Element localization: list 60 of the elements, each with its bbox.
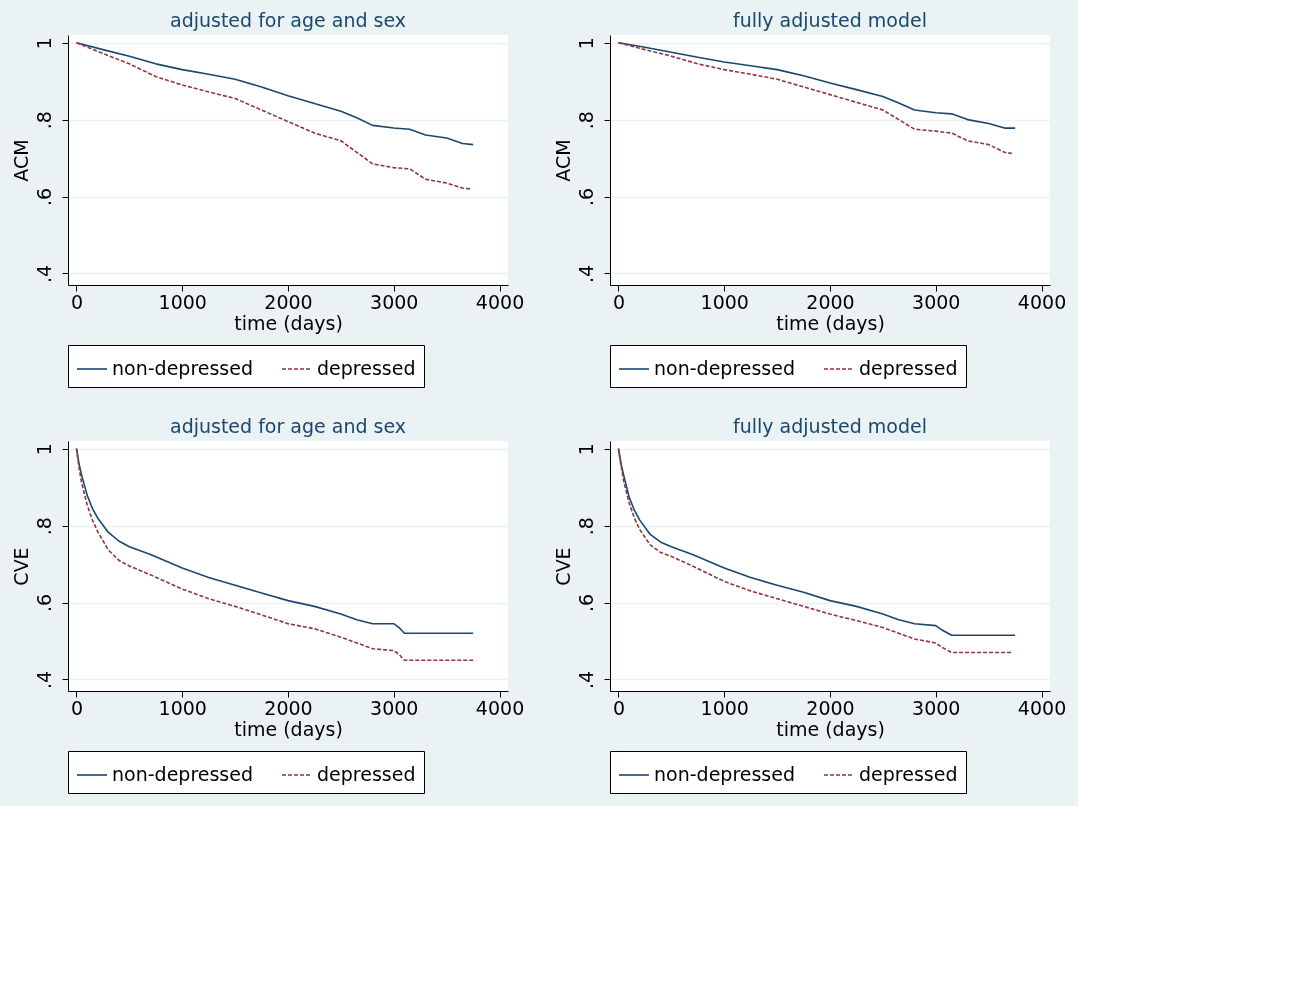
chart-title: fully adjusted model [733,415,927,437]
y-tick-label: .8 [574,111,597,130]
y-axis-title: CVE [9,547,32,586]
legend-label: depressed [859,357,958,379]
legend-label: depressed [317,357,416,379]
chart-title: adjusted for age and sex [169,415,407,437]
x-axis-title: time (days) [776,717,885,740]
x-tick-label: 3000 [370,696,419,719]
y-tick-label: .8 [574,517,597,536]
y-tick-label: .4 [32,264,55,284]
y-tick-label: 1 [574,443,597,456]
x-tick-label: 1000 [158,696,207,719]
y-tick-label: .6 [32,187,55,207]
line-series [75,41,471,190]
x-tick-label: 2000 [264,290,313,313]
y-axis-title: ACM [9,139,32,182]
x-tick-label: 3000 [912,290,961,313]
x-axis-title: time (days) [776,311,885,334]
line-series [617,41,1013,155]
chart-title: fully adjusted model [733,9,927,31]
y-axis-title: CVE [551,547,574,586]
x-tick-label: 0 [70,696,84,719]
y-tick-label: .4 [574,670,597,690]
legend-label: non-depressed [654,357,796,379]
legend-label: depressed [317,763,416,785]
y-tick-label: 1 [32,443,55,456]
line-series [75,41,474,146]
x-tick-label: 2000 [806,290,855,313]
x-tick-label: 4000 [475,290,525,313]
x-tick-label: 3000 [912,696,961,719]
x-tick-label: 0 [612,696,626,719]
x-tick-label: 4000 [1017,696,1067,719]
x-axis-title: time (days) [234,311,343,334]
y-tick-label: .8 [32,517,55,536]
x-tick-label: 0 [70,290,84,313]
y-tick-label: .6 [574,593,597,613]
y-tick-label: 1 [32,37,55,50]
legend-label: depressed [859,763,958,785]
chart-title: adjusted for age and sex [169,9,407,31]
x-axis-title: time (days) [234,717,343,740]
x-tick-label: 0 [612,290,626,313]
legend-label: non-depressed [112,357,254,379]
y-tick-label: .6 [32,593,55,613]
x-tick-label: 1000 [700,696,749,719]
line-series [617,41,1016,129]
y-tick-label: .6 [574,187,597,207]
x-tick-label: 3000 [370,290,419,313]
legend-label: non-depressed [112,763,254,785]
x-tick-label: 2000 [264,696,313,719]
y-tick-label: 1 [574,37,597,50]
y-tick-label: .4 [32,670,55,690]
x-tick-label: 2000 [806,696,855,719]
y-tick-label: .8 [32,111,55,130]
x-tick-label: 1000 [700,290,749,313]
y-axis-title: ACM [551,139,574,182]
y-tick-label: .4 [574,264,597,284]
x-tick-label: 4000 [1017,290,1067,313]
x-tick-label: 4000 [475,696,525,719]
legend-label: non-depressed [654,763,796,785]
x-tick-label: 1000 [158,290,207,313]
